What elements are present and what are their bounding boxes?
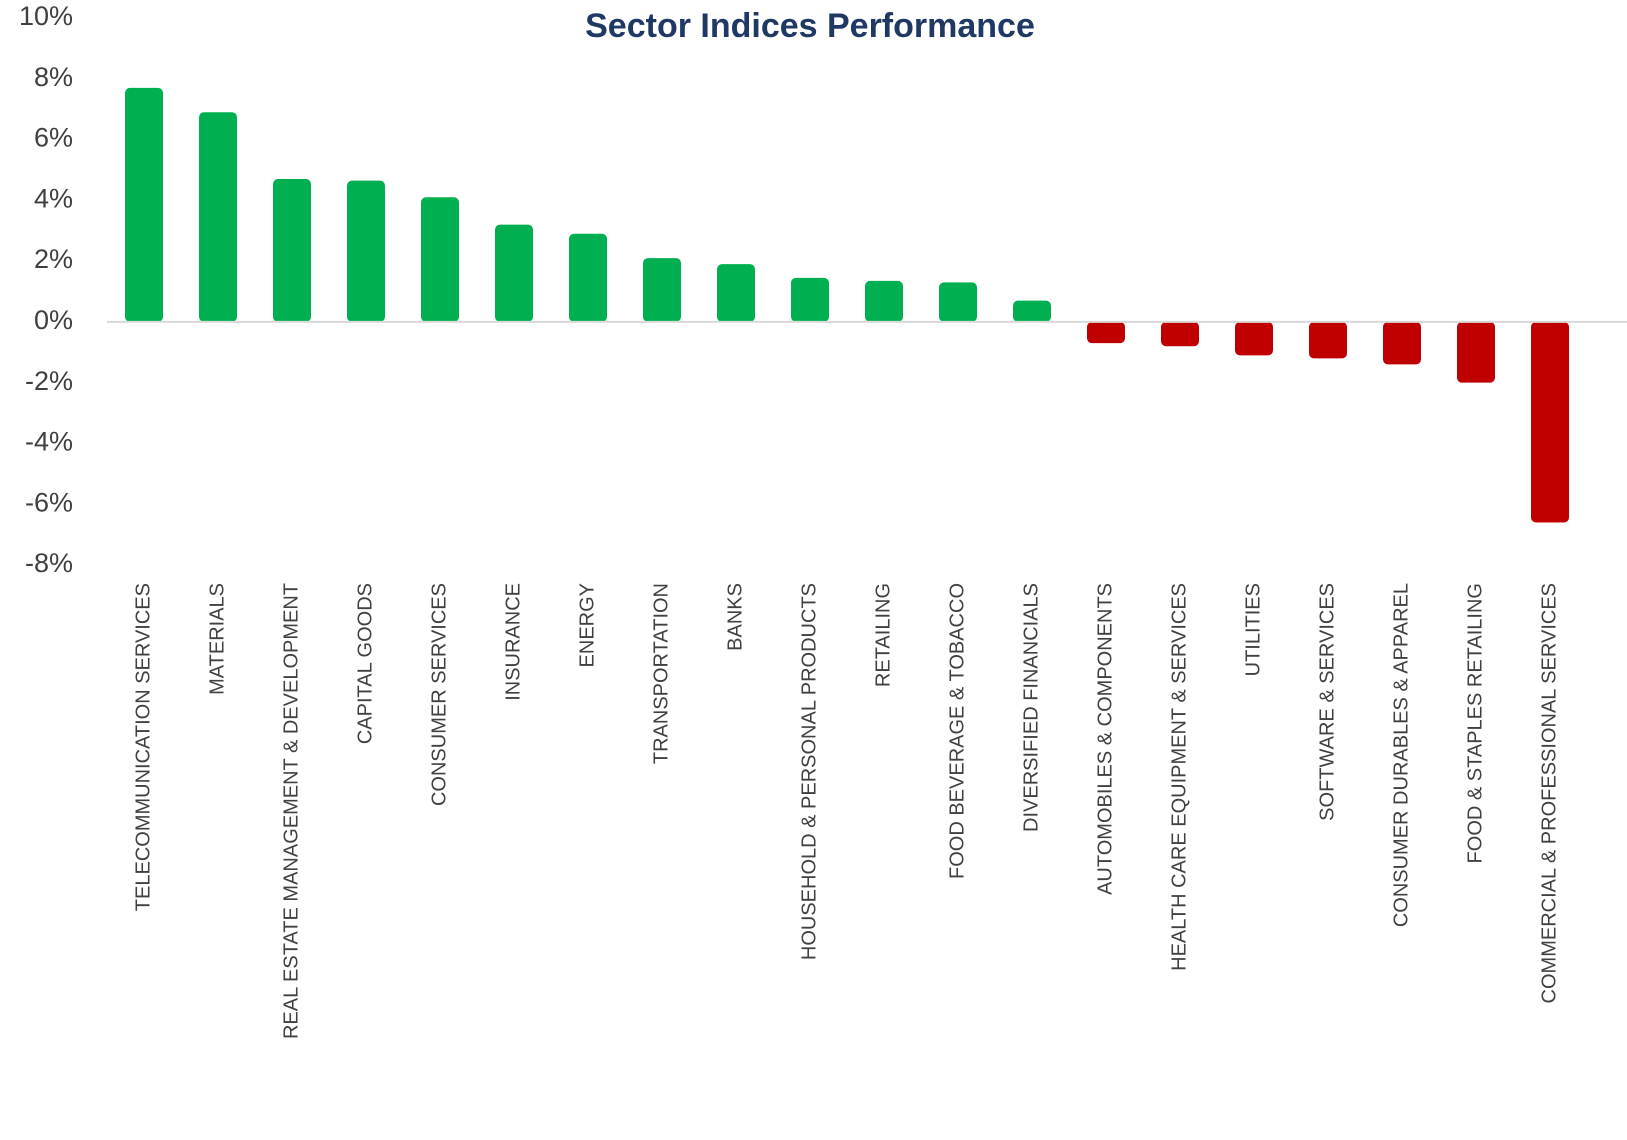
- y-tick-label: 6%: [34, 123, 73, 153]
- y-tick-label: -2%: [25, 366, 73, 396]
- y-tick-label: 2%: [34, 244, 73, 274]
- bar: [1161, 321, 1199, 347]
- bar: [717, 264, 755, 322]
- x-tick-label: MATERIALS: [206, 583, 228, 695]
- bar: [273, 179, 311, 322]
- x-tick-label: BANKS: [724, 583, 746, 651]
- y-tick-label: 10%: [19, 1, 73, 31]
- x-tick-label: HEALTH CARE EQUIPMENT & SERVICES: [1168, 583, 1190, 971]
- x-tick-label: DIVERSIFIED FINANCIALS: [1020, 583, 1042, 832]
- bar: [347, 180, 385, 322]
- bar: [1531, 321, 1569, 523]
- x-tick-label: ENERGY: [576, 583, 598, 667]
- y-tick-label: -4%: [25, 427, 73, 457]
- x-tick-label: REAL ESTATE MANAGEMENT & DEVELOPMENT: [280, 583, 302, 1039]
- bar: [569, 233, 607, 322]
- x-tick-label: FOOD & STAPLES RETAILING: [1464, 583, 1486, 863]
- bar: [791, 277, 829, 322]
- bar: [421, 197, 459, 322]
- y-tick-label: -8%: [25, 548, 73, 578]
- x-tick-label: COMMERCIAL & PROFESSIONAL SERVICES: [1538, 583, 1560, 1003]
- x-tick-label: CAPITAL GOODS: [354, 583, 376, 744]
- bar: [1235, 321, 1273, 356]
- x-tick-label: AUTOMOBILES & COMPONENTS: [1094, 583, 1116, 895]
- x-tick-label: TELECOMMUNICATION SERVICES: [132, 583, 154, 911]
- bar: [125, 87, 163, 322]
- x-tick-label: UTILITIES: [1242, 583, 1264, 676]
- x-tick-label: INSURANCE: [502, 583, 524, 701]
- bar: [1457, 321, 1495, 383]
- bar: [865, 280, 903, 322]
- y-tick-label: -6%: [25, 487, 73, 517]
- bar: [643, 258, 681, 322]
- x-tick-label: SOFTWARE & SERVICES: [1316, 583, 1338, 821]
- bar: [1013, 300, 1051, 322]
- x-tick-label: CONSUMER SERVICES: [428, 583, 450, 806]
- y-tick-label: 0%: [34, 305, 73, 335]
- bar: [1309, 321, 1347, 359]
- y-tick-label: 8%: [34, 62, 73, 92]
- bar: [1087, 321, 1125, 344]
- x-tick-label: TRANSPORTATION: [650, 583, 672, 764]
- x-tick-label: CONSUMER DURABLES & APPAREL: [1390, 583, 1412, 927]
- x-tick-label: HOUSEHOLD & PERSONAL PRODUCTS: [798, 583, 820, 960]
- y-tick-label: 4%: [34, 183, 73, 213]
- bar: [199, 112, 237, 322]
- chart-title: Sector Indices Performance: [585, 7, 1035, 45]
- bar: [939, 282, 977, 322]
- bar: [495, 224, 533, 322]
- bar: [1383, 321, 1421, 365]
- x-tick-label: FOOD BEVERAGE & TOBACCO: [946, 583, 968, 879]
- x-tick-label: RETAILING: [872, 583, 894, 687]
